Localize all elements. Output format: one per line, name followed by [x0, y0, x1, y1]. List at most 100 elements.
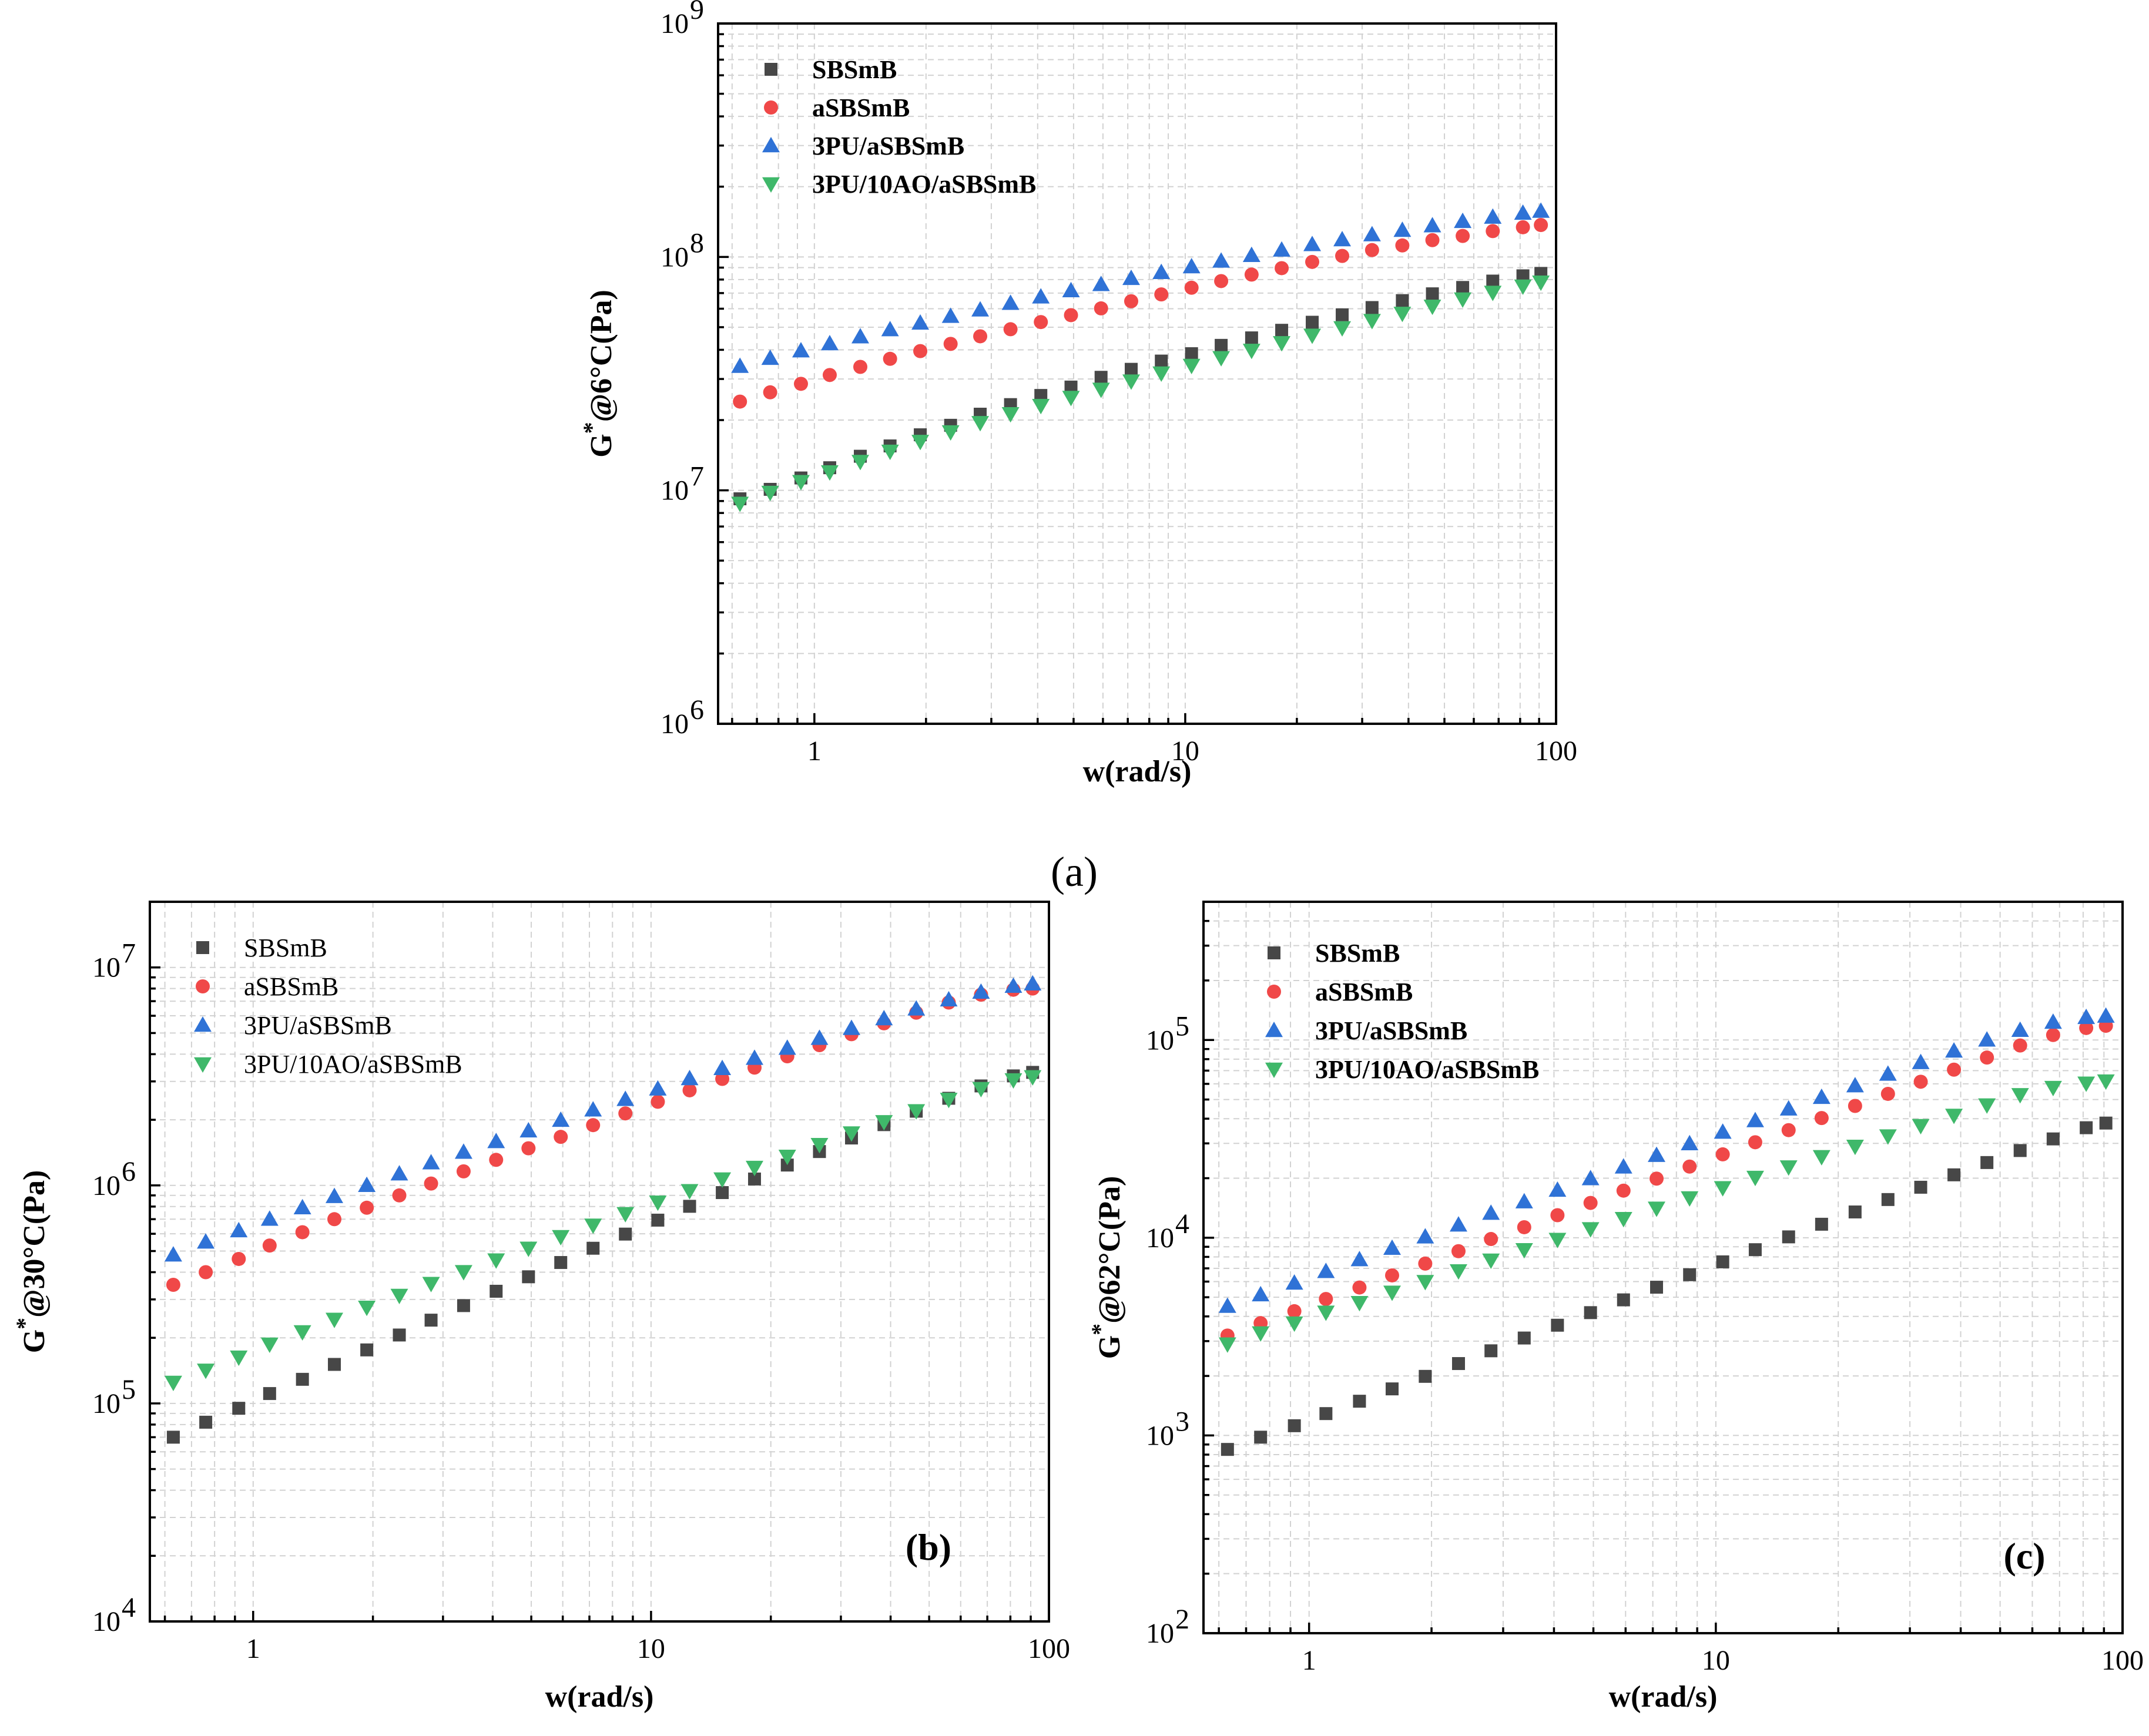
legend-label-asbsmb: aSBSmB: [1315, 978, 1413, 1006]
y-tick-exponent: 4: [122, 1592, 136, 1623]
data-point-3pu-10ao-asbsmb: [778, 1150, 796, 1166]
data-point-sbsmb: [1848, 1205, 1862, 1218]
data-point-3pu-10ao-asbsmb: [1532, 275, 1550, 291]
data-point-asbsmb: [973, 329, 988, 344]
data-point-asbsmb: [327, 1212, 342, 1227]
data-point-3pu-10ao-asbsmb: [1912, 1119, 1930, 1134]
data-point-asbsmb: [853, 360, 868, 374]
data-point-sbsmb: [522, 1270, 535, 1284]
data-point-asbsmb: [1550, 1208, 1565, 1223]
data-point-sbsmb: [490, 1284, 503, 1298]
series-3pu-asbsmb: [1218, 1007, 2115, 1313]
y-tick-label: 10: [1146, 1223, 1174, 1254]
data-point-3pu-10ao-asbsmb: [1515, 1243, 1533, 1259]
data-point-asbsmb: [1913, 1074, 1928, 1089]
data-point-3pu-10ao-asbsmb: [713, 1172, 732, 1188]
data-point-3pu-asbsmb: [1001, 294, 1020, 310]
data-point-3pu-10ao-asbsmb: [911, 435, 930, 451]
data-point-sbsmb: [1034, 389, 1048, 402]
legend: SBSmB aSBSmB 3PU/aSBSmB 3PU/10AO/aSBSmB: [1265, 939, 1539, 1084]
x-axis-label: w(rad/s): [545, 1680, 654, 1714]
data-point-3pu-10ao-asbsmb: [792, 475, 810, 491]
y-tick-label: 10: [661, 241, 689, 273]
data-point-asbsmb: [1034, 315, 1048, 330]
data-point-asbsmb: [1244, 267, 1259, 282]
data-point-3pu-asbsmb: [1681, 1134, 1699, 1150]
legend-label-3pu-10ao-asbsmb: 3PU/10AO/aSBSmB: [812, 170, 1036, 199]
data-point-sbsmb: [328, 1358, 341, 1371]
data-point-asbsmb: [489, 1153, 504, 1167]
data-point-sbsmb: [1064, 380, 1078, 394]
series-3pu-asbsmb: [731, 202, 1550, 373]
data-point-3pu-asbsmb: [230, 1221, 248, 1238]
data-point-3pu-asbsmb: [1393, 221, 1412, 237]
data-point-asbsmb: [1184, 280, 1199, 295]
data-point-3pu-10ao-asbsmb: [1393, 307, 1412, 323]
data-point-3pu-asbsmb: [2044, 1013, 2062, 1029]
data-point-3pu-10ao-asbsmb: [616, 1207, 635, 1223]
y-tick-label: 10: [1146, 1420, 1174, 1451]
data-point-3pu-asbsmb: [907, 1000, 926, 1016]
data-point-asbsmb: [1484, 1232, 1498, 1247]
data-point-3pu-10ao-asbsmb: [1383, 1285, 1401, 1301]
y-axis-label: G*@62°C(Pa): [1087, 1176, 1127, 1359]
y-tick-exponent: 3: [1175, 1406, 1189, 1437]
y-tick-exponent: 2: [1175, 1604, 1189, 1635]
data-point-asbsmb: [1650, 1171, 1664, 1186]
data-point-sbsmb: [554, 1256, 568, 1270]
data-point-3pu-asbsmb: [422, 1154, 440, 1170]
data-point-3pu-asbsmb: [454, 1143, 472, 1159]
data-point-3pu-10ao-asbsmb: [422, 1277, 440, 1292]
x-tick-label: 1: [807, 736, 822, 767]
data-point-3pu-10ao-asbsmb: [851, 455, 870, 471]
legend-marker-sbsmb: [1268, 946, 1280, 959]
data-point-sbsmb: [1517, 1331, 1531, 1345]
plot-frame: [149, 901, 1050, 1623]
plot-area: [150, 902, 1049, 1621]
data-point-asbsmb: [1715, 1147, 1730, 1161]
legend-marker-3pu-10ao-asbsmb: [1265, 1062, 1283, 1078]
data-point-3pu-10ao-asbsmb: [761, 485, 779, 502]
data-point-3pu-asbsmb: [1484, 208, 1502, 224]
data-point-3pu-10ao-asbsmb: [972, 1082, 990, 1098]
legend-marker-3pu-10ao-asbsmb: [194, 1057, 212, 1073]
data-point-3pu-asbsmb: [778, 1039, 796, 1055]
y-tick-label: 10: [92, 1170, 120, 1201]
data-point-3pu-asbsmb: [584, 1101, 602, 1117]
data-point-sbsmb: [1336, 308, 1349, 321]
data-point-asbsmb: [1352, 1280, 1367, 1295]
data-point-3pu-asbsmb: [1122, 269, 1140, 286]
data-point-3pu-asbsmb: [941, 307, 960, 323]
data-point-3pu-10ao-asbsmb: [1879, 1129, 1897, 1145]
data-point-asbsmb: [1275, 261, 1289, 276]
data-point-3pu-asbsmb: [1779, 1100, 1798, 1116]
y-axis-label-sup: *: [11, 1318, 38, 1329]
data-point-3pu-asbsmb: [1252, 1285, 1270, 1302]
data-point-asbsmb: [1365, 243, 1379, 257]
x-tick-label: 1: [246, 1633, 260, 1664]
data-point-asbsmb: [1287, 1304, 1302, 1318]
data-point-3pu-asbsmb: [1333, 231, 1352, 247]
data-point-3pu-10ao-asbsmb: [1363, 314, 1381, 330]
data-point-sbsmb: [1419, 1369, 1432, 1383]
data-point-3pu-10ao-asbsmb: [164, 1375, 182, 1391]
data-point-sbsmb: [1748, 1243, 1762, 1257]
data-point-asbsmb: [883, 351, 897, 366]
data-point-3pu-asbsmb: [1548, 1181, 1567, 1197]
data-point-asbsmb: [1214, 274, 1229, 288]
data-point-sbsmb: [1221, 1443, 1234, 1456]
data-point-3pu-10ao-asbsmb: [1152, 366, 1171, 382]
plot-area: [1203, 902, 2123, 1633]
data-point-3pu-asbsmb: [519, 1121, 538, 1138]
data-point-3pu-asbsmb: [1515, 1193, 1533, 1208]
data-point-3pu-10ao-asbsmb: [1484, 286, 1502, 301]
data-point-3pu-asbsmb: [616, 1090, 635, 1106]
data-point-3pu-asbsmb: [552, 1111, 570, 1127]
y-tick-exponent: 6: [690, 694, 704, 726]
panel-label: (b): [906, 1526, 951, 1568]
data-point-3pu-10ao-asbsmb: [1454, 292, 1472, 308]
data-point-asbsmb: [618, 1106, 633, 1121]
legend-label-asbsmb: aSBSmB: [812, 93, 910, 122]
data-point-asbsmb: [682, 1083, 697, 1097]
data-point-3pu-asbsmb: [1648, 1146, 1666, 1162]
